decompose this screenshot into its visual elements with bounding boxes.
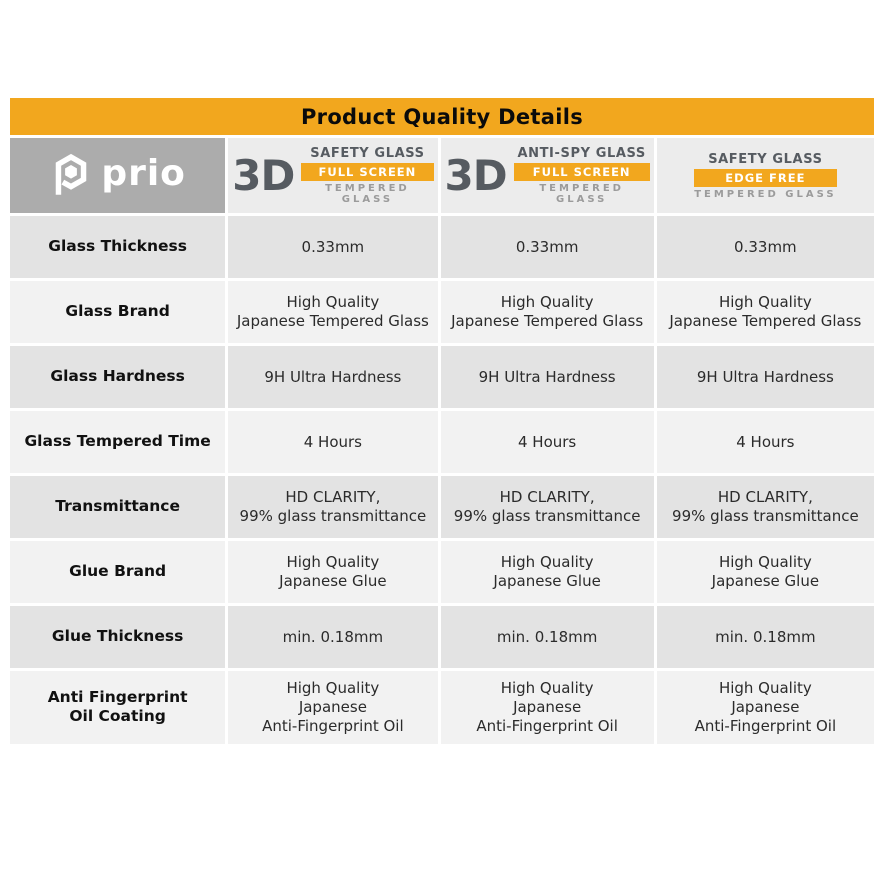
title-band: Product Quality Details xyxy=(10,98,874,135)
product-name: SAFETY GLASS xyxy=(310,146,425,161)
table-cell: HD CLARITY, 99% glass transmittance xyxy=(228,476,438,538)
table-cell: High Quality Japanese Glue xyxy=(656,541,874,603)
product-subtitle: TEMPERED GLASS xyxy=(325,183,410,205)
column-header-3d-safety-glass: 3D SAFETY GLASS FULL SCREEN TEMPERED GLA… xyxy=(228,138,438,213)
column-header-3d-anti-spy-glass: 3D ANTI-SPY GLASS FULL SCREEN TEMPERED G… xyxy=(440,138,654,213)
table-cell: min. 0.18mm xyxy=(228,606,438,668)
table-cell: High Quality Japanese Tempered Glass xyxy=(440,281,654,343)
row-label: Glue Brand xyxy=(10,541,226,603)
table-cell: High Quality Japanese Tempered Glass xyxy=(228,281,438,343)
row-label: Glass Brand xyxy=(10,281,226,343)
row-label: Glass Thickness xyxy=(10,216,226,278)
table-cell: 9H Ultra Hardness xyxy=(440,346,654,408)
table-cell: High Quality Japanese Glue xyxy=(440,541,654,603)
row-label: Glass Tempered Time xyxy=(10,411,226,473)
table-cell: 0.33mm xyxy=(228,216,438,278)
3d-mark: 3D xyxy=(232,150,295,200)
brand-logo-cell: prio xyxy=(10,138,226,213)
product-badge: EDGE FREE xyxy=(694,168,837,187)
table-cell: 4 Hours xyxy=(656,411,874,473)
table-cell: 9H Ultra Hardness xyxy=(656,346,874,408)
table-cell: min. 0.18mm xyxy=(656,606,874,668)
product-badge: FULL SCREEN xyxy=(513,163,650,181)
prio-hexagon-icon xyxy=(49,150,93,202)
row-label: Glass Hardness xyxy=(10,346,226,408)
table-cell: High Quality Japanese Anti-Fingerprint O… xyxy=(656,671,874,744)
table-cell: High Quality Japanese Glue xyxy=(228,541,438,603)
table-cell: High Quality Japanese Anti-Fingerprint O… xyxy=(440,671,654,744)
page-title: Product Quality Details xyxy=(300,104,584,129)
column-header-safety-glass-edge-free: SAFETY GLASS EDGE FREE TEMPERED GLASS xyxy=(656,138,874,213)
product-subtitle: TEMPERED GLASS xyxy=(539,183,624,205)
product-name: ANTI-SPY GLASS xyxy=(517,146,646,161)
brand-name: prio xyxy=(101,152,186,194)
table-cell: 0.33mm xyxy=(440,216,654,278)
table-cell: High Quality Japanese Tempered Glass xyxy=(656,281,874,343)
product-name: SAFETY GLASS xyxy=(708,151,823,167)
table-cell: HD CLARITY, 99% glass transmittance xyxy=(656,476,874,538)
product-subtitle: TEMPERED GLASS xyxy=(694,188,837,200)
brand-logo: prio xyxy=(49,150,186,202)
product-quality-table: prio 3D SAFETY GLASS FULL SCREEN TEMPERE… xyxy=(10,138,874,744)
row-label: Transmittance xyxy=(10,476,226,538)
table-cell: 4 Hours xyxy=(440,411,654,473)
table-cell: High Quality Japanese Anti-Fingerprint O… xyxy=(228,671,438,744)
table-cell: 9H Ultra Hardness xyxy=(228,346,438,408)
table-cell: 0.33mm xyxy=(656,216,874,278)
table-cell: 4 Hours xyxy=(228,411,438,473)
product-badge: FULL SCREEN xyxy=(301,163,434,181)
table-cell: HD CLARITY, 99% glass transmittance xyxy=(440,476,654,538)
3d-mark: 3D xyxy=(444,150,508,200)
row-label: Anti Fingerprint Oil Coating xyxy=(10,671,226,744)
row-label: Glue Thickness xyxy=(10,606,226,668)
table-cell: min. 0.18mm xyxy=(440,606,654,668)
